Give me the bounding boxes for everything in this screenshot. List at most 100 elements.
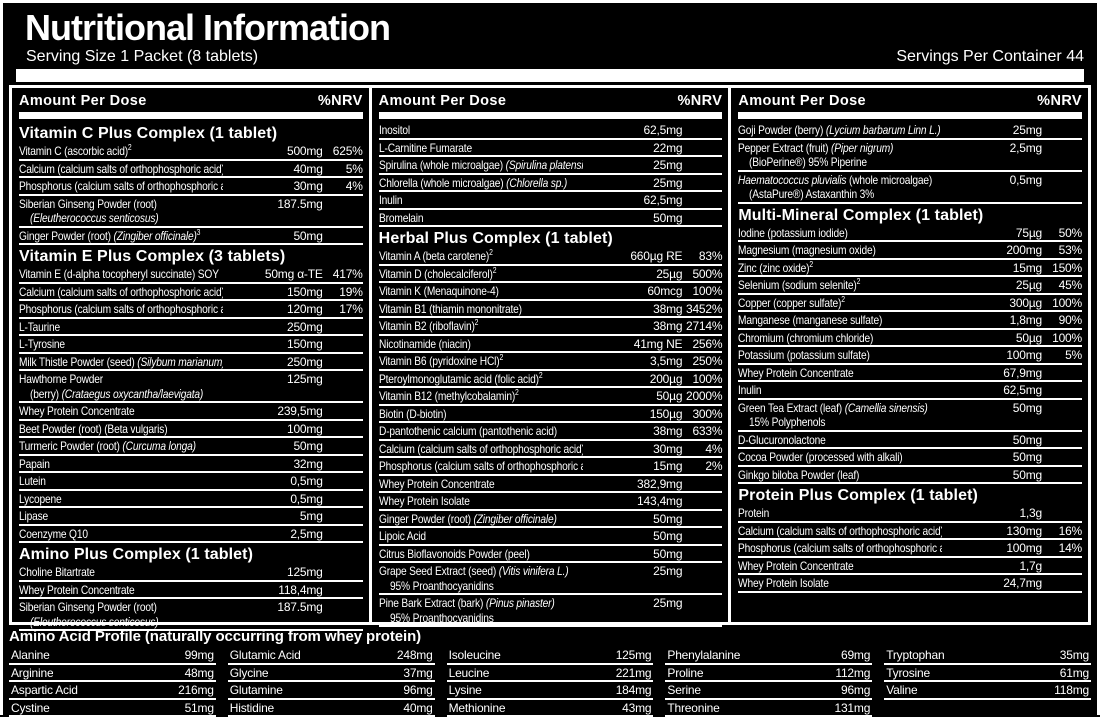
- row-amount: 60mcg: [618, 284, 682, 299]
- row-name: D-pantothenic calcium (pantothenic acid): [379, 424, 583, 439]
- row-name: Chromium (chromium chloride): [738, 331, 942, 346]
- amino-amount: 96mg: [403, 683, 432, 698]
- nutrition-table: Amount Per Dose %NRV Vitamin C Plus Comp…: [9, 85, 1091, 625]
- table-row: Calcium (calcium salts of orthophosphori…: [379, 441, 723, 459]
- row-nrv: 16%: [1042, 524, 1082, 539]
- row-amount: 300µg: [978, 296, 1042, 311]
- row-nrv: 3452%: [682, 302, 722, 317]
- row-name: Vitamin K (Menaquinone-4): [379, 284, 583, 299]
- row-amount: 38mg: [618, 319, 682, 334]
- row-name: Pteroylmonoglutamic acid (folic acid)2: [379, 372, 583, 387]
- row-amount: 75µg: [978, 226, 1042, 241]
- table-row: Chlorella (whole microalgae) (Chlorella …: [379, 175, 723, 193]
- row-name-line2: (BioPerine®) 95% Piperine: [738, 155, 1030, 170]
- amount-per-dose-header: Amount Per Dose: [19, 93, 147, 109]
- column-header-bar: [379, 112, 723, 119]
- amino-name: Glutamine: [230, 683, 283, 698]
- row-amount: 25mg: [618, 596, 682, 611]
- row-name: Vitamin B12 (methylcobalamin)2: [379, 389, 583, 404]
- row-amount: 143,4mg: [618, 494, 682, 509]
- row-name: Papain: [19, 457, 223, 472]
- row-name: Chlorella (whole microalgae) (Chlorella …: [379, 176, 583, 191]
- section-header: Vitamin C Plus Complex (1 tablet): [19, 122, 363, 143]
- table-row: Calcium (calcium salts of orthophosphori…: [738, 523, 1082, 541]
- amino-amount: 112mg: [835, 666, 870, 681]
- table-row: Spirulina (whole microalgae) (Spirulina …: [379, 157, 723, 175]
- row-line: Milk Thistle Powder (seed) (Silybum mari…: [19, 355, 363, 370]
- amino-row: Threonine 131mg: [665, 700, 872, 717]
- row-line: Spirulina (whole microalgae) (Spirulina …: [379, 158, 723, 173]
- row-amount: 50mg: [978, 401, 1042, 416]
- row-nrv: 4%: [682, 442, 722, 457]
- row-amount: 187.5mg: [259, 600, 323, 615]
- row-nrv: 2714%: [682, 319, 722, 334]
- row-nrv: 4%: [323, 179, 363, 194]
- row-amount: 0,5mg: [978, 173, 1042, 188]
- row-amount: 67,9mg: [978, 366, 1042, 381]
- row-amount: 120mg: [259, 302, 323, 317]
- row-line: Beet Powder (root) (Beta vulgaris)100mg: [19, 422, 363, 437]
- row-line: Phosphorus (calcium salts of orthophosph…: [19, 179, 363, 194]
- table-row: Phosphorus (calcium salts of orthophosph…: [19, 178, 363, 196]
- amino-name: Methionine: [449, 701, 506, 716]
- table-row: Calcium (calcium salts of orthophosphori…: [19, 284, 363, 302]
- row-amount: 2,5mg: [259, 527, 323, 542]
- amino-name: Threonine: [667, 701, 719, 716]
- row-line: Citrus Bioflavonoids Powder (peel)50mg: [379, 547, 723, 562]
- row-line: Phosphorus (calcium salts of orthophosph…: [19, 302, 363, 317]
- row-name-line2: (Eleutherococcus senticosus): [19, 211, 311, 226]
- column-header: Amount Per Dose %NRV: [738, 90, 1082, 112]
- row-name: Grape Seed Extract (seed) (Vitis vinifer…: [379, 564, 583, 579]
- row-line: Pine Bark Extract (bark) (Pinus pinaster…: [379, 596, 723, 611]
- row-amount: 24,7mg: [978, 576, 1042, 591]
- amino-amount: 248mg: [397, 648, 433, 663]
- row-amount: 50mg: [618, 512, 682, 527]
- row-amount: 500mg: [259, 144, 323, 159]
- row-line: Calcium (calcium salts of orthophosphori…: [379, 442, 723, 457]
- row-line: Goji Powder (berry) (Lycium barbarum Lin…: [738, 123, 1082, 138]
- table-row: Phosphorus (calcium salts of orthophosph…: [19, 301, 363, 319]
- row-nrv: 100%: [682, 372, 722, 387]
- table-row: Milk Thistle Powder (seed) (Silybum mari…: [19, 354, 363, 372]
- nutrition-column-3: Amount Per Dose %NRV Goji Powder (berry)…: [731, 88, 1088, 622]
- row-amount: 40mg: [259, 162, 323, 177]
- row-name: Green Tea Extract (leaf) (Camellia sinen…: [738, 401, 942, 416]
- row-amount: 30mg: [259, 179, 323, 194]
- row-line: Calcium (calcium salts of orthophosphori…: [19, 162, 363, 177]
- row-amount: 50mg: [618, 547, 682, 562]
- amino-name: Proline: [667, 666, 703, 681]
- amino-amount: 131mg: [834, 701, 870, 716]
- row-name: Haematococcus pluvialis (whole microalga…: [738, 173, 942, 188]
- row-name: Beet Powder (root) (Beta vulgaris): [19, 422, 223, 437]
- column-rows: Vitamin C Plus Complex (1 tablet)Vitamin…: [19, 122, 363, 631]
- row-amount: 50mg: [978, 433, 1042, 448]
- row-nrv: 2000%: [682, 389, 722, 404]
- row-name: Ginger Powder (root) (Zingiber officinal…: [379, 512, 583, 527]
- amino-row: Glutamine 96mg: [228, 682, 435, 700]
- row-amount: 125mg: [259, 372, 323, 387]
- row-nrv: 5%: [323, 162, 363, 177]
- row-line: Chlorella (whole microalgae) (Chlorella …: [379, 176, 723, 191]
